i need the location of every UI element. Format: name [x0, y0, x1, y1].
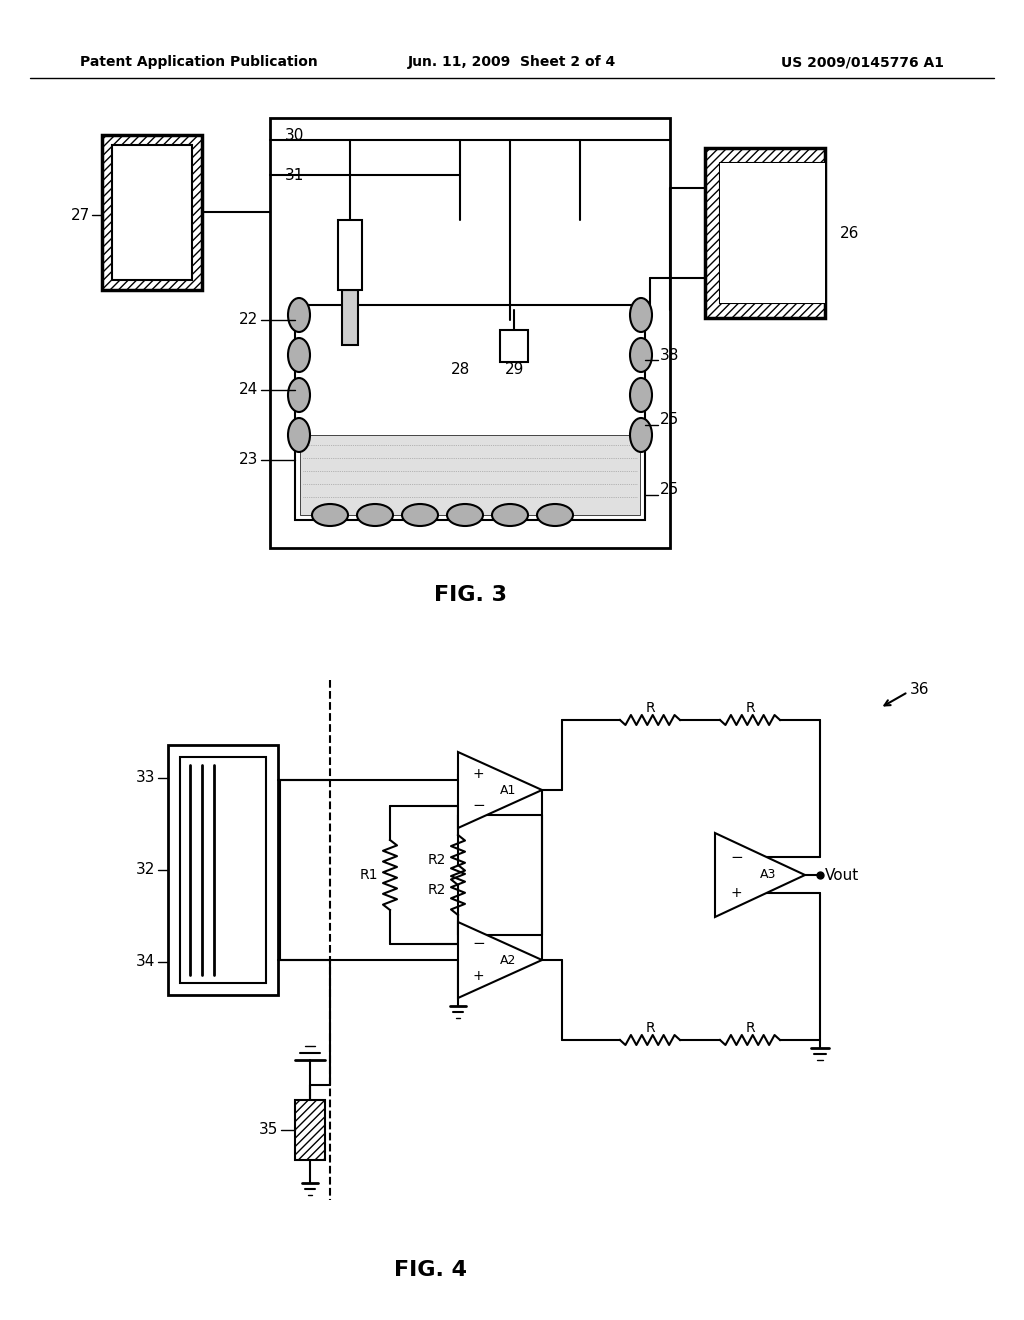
Bar: [338, 220, 362, 290]
Text: 34: 34: [135, 954, 155, 969]
Bar: [295, 1100, 325, 1160]
Text: 28: 28: [451, 363, 470, 378]
Text: 22: 22: [239, 313, 258, 327]
Text: R: R: [745, 701, 755, 715]
Text: A2: A2: [500, 953, 516, 966]
Text: R: R: [645, 701, 654, 715]
Text: Jun. 11, 2009  Sheet 2 of 4: Jun. 11, 2009 Sheet 2 of 4: [408, 55, 616, 69]
Text: 31: 31: [285, 168, 304, 182]
Text: 29: 29: [505, 363, 524, 378]
Text: −: −: [472, 936, 484, 952]
Text: 23: 23: [239, 453, 258, 467]
Text: Patent Application Publication: Patent Application Publication: [80, 55, 317, 69]
Text: 26: 26: [840, 226, 859, 240]
Bar: [295, 305, 645, 520]
Ellipse shape: [357, 504, 393, 525]
Bar: [102, 135, 202, 290]
Text: FIG. 3: FIG. 3: [433, 585, 507, 605]
Text: 27: 27: [71, 207, 90, 223]
Text: 36: 36: [910, 682, 930, 697]
Text: +: +: [472, 969, 483, 983]
Text: US 2009/0145776 A1: US 2009/0145776 A1: [781, 55, 944, 69]
Ellipse shape: [288, 418, 310, 451]
Ellipse shape: [312, 504, 348, 525]
Ellipse shape: [402, 504, 438, 525]
Bar: [500, 330, 528, 362]
Bar: [300, 436, 640, 515]
Polygon shape: [458, 921, 542, 998]
Bar: [112, 145, 193, 280]
Text: R: R: [645, 1020, 654, 1035]
Text: 25: 25: [660, 412, 679, 428]
Text: 30: 30: [285, 128, 304, 143]
Text: R2: R2: [428, 883, 446, 898]
Ellipse shape: [630, 378, 652, 412]
Bar: [270, 117, 670, 548]
Text: A3: A3: [760, 869, 776, 882]
Text: −: −: [730, 850, 742, 865]
Ellipse shape: [288, 338, 310, 372]
Polygon shape: [715, 833, 805, 917]
Text: R: R: [745, 1020, 755, 1035]
Ellipse shape: [492, 504, 528, 525]
Ellipse shape: [630, 338, 652, 372]
Ellipse shape: [288, 298, 310, 333]
Ellipse shape: [630, 298, 652, 333]
Bar: [705, 148, 825, 318]
Ellipse shape: [630, 418, 652, 451]
Text: −: −: [472, 799, 484, 813]
Text: FIG. 4: FIG. 4: [393, 1261, 467, 1280]
Bar: [180, 756, 266, 983]
Text: R1: R1: [359, 869, 378, 882]
Text: +: +: [472, 767, 483, 781]
Text: 25: 25: [660, 483, 679, 498]
Text: A1: A1: [500, 784, 516, 796]
Ellipse shape: [447, 504, 483, 525]
Bar: [168, 744, 278, 995]
Text: R2: R2: [428, 853, 446, 867]
Bar: [342, 290, 358, 345]
Text: 32: 32: [135, 862, 155, 878]
Text: 35: 35: [259, 1122, 278, 1138]
Ellipse shape: [537, 504, 573, 525]
Text: Vout: Vout: [825, 867, 859, 883]
Text: 24: 24: [239, 383, 258, 397]
Polygon shape: [458, 752, 542, 828]
Bar: [720, 162, 825, 304]
Text: 33: 33: [135, 771, 155, 785]
Text: 38: 38: [660, 347, 679, 363]
Ellipse shape: [288, 378, 310, 412]
Text: +: +: [730, 886, 741, 900]
